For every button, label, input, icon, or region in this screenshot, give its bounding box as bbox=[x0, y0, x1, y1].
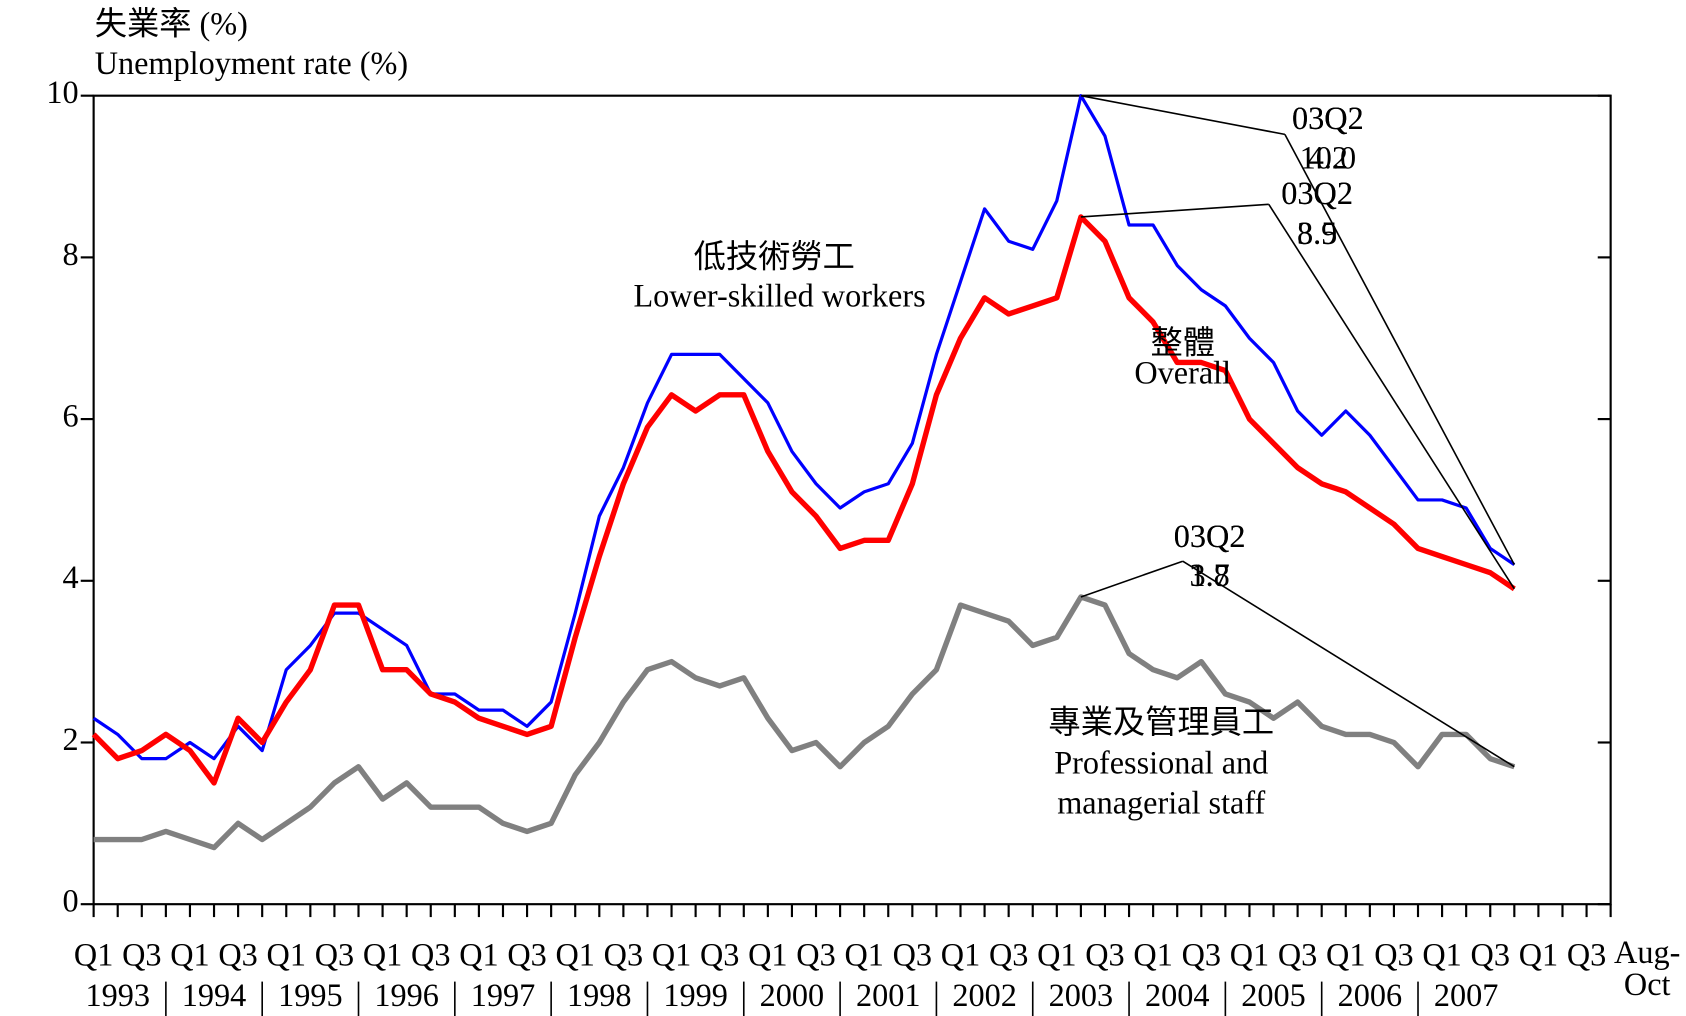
y-tick-label: 8 bbox=[62, 236, 78, 272]
series-name-zh: 整體 bbox=[1150, 325, 1215, 361]
x-tick-label: Q3 bbox=[218, 936, 257, 972]
x-tick-label: Q1 bbox=[170, 936, 209, 972]
x-tick-label: Q1 bbox=[74, 936, 113, 972]
value-label: 3.9 bbox=[1297, 215, 1337, 251]
series-name-zh: 專業及管理員工 bbox=[1048, 704, 1274, 740]
series-name: Professional and managerial staff bbox=[1054, 745, 1268, 821]
x-tick-label-line: Oct bbox=[1624, 966, 1671, 1002]
x-tick-label: Q3 bbox=[989, 936, 1028, 972]
y-tick-label: 10 bbox=[46, 74, 78, 110]
x-tick-label: Q3 bbox=[122, 936, 161, 972]
y-tick-label: 6 bbox=[62, 397, 78, 433]
x-tick-label: Q1 bbox=[748, 936, 787, 972]
year-label: 2006 bbox=[1338, 977, 1403, 1013]
x-tick-label: Q3 bbox=[604, 936, 643, 972]
x-tick-label: Q1 bbox=[844, 936, 883, 972]
y-tick-label: 2 bbox=[62, 721, 78, 757]
x-tick-label-line: Aug- bbox=[1614, 934, 1680, 970]
year-label: 1995 bbox=[278, 977, 343, 1013]
x-tick-label: Q1 bbox=[652, 936, 691, 972]
year-label: 1998 bbox=[567, 977, 632, 1013]
x-tick-label: Q3 bbox=[507, 936, 546, 972]
x-tick-label: Q1 bbox=[267, 936, 306, 972]
x-tick-label: Q1 bbox=[363, 936, 402, 972]
year-label: 1997 bbox=[471, 977, 536, 1013]
year-label: 2001 bbox=[856, 977, 921, 1013]
plot-frame bbox=[92, 94, 1612, 906]
callout-label: 03Q2 bbox=[1281, 175, 1353, 211]
x-tick-label: Aug-Oct bbox=[1614, 934, 1680, 1002]
x-tick-label: Q1 bbox=[556, 936, 595, 972]
year-label: 2007 bbox=[1434, 977, 1499, 1013]
value-label: 1.7 bbox=[1189, 557, 1229, 593]
x-tick-label: Q1 bbox=[941, 936, 980, 972]
x-tick-label: Q3 bbox=[1278, 936, 1317, 972]
callout-line bbox=[1080, 203, 1269, 218]
value-label: 8.5 bbox=[1297, 215, 1337, 251]
year-label: 2004 bbox=[1145, 977, 1210, 1013]
callout-line bbox=[1080, 560, 1184, 598]
year-label: 2002 bbox=[952, 977, 1017, 1013]
year-label: 1996 bbox=[374, 977, 439, 1013]
year-label: 2003 bbox=[1049, 977, 1114, 1013]
y-tick-label: 4 bbox=[62, 559, 78, 595]
x-tick-label: Q1 bbox=[1230, 936, 1269, 972]
series-name-line: Professional and bbox=[1054, 745, 1268, 781]
x-tick-label: Q1 bbox=[1326, 936, 1365, 972]
x-tick-label: Q1 bbox=[1133, 936, 1172, 972]
y-axis-title: 失業率 (%) bbox=[95, 5, 248, 41]
callout-line bbox=[1284, 134, 1516, 565]
y-tick-label: 0 bbox=[62, 883, 78, 919]
x-tick-label: Q3 bbox=[893, 936, 932, 972]
callout-label: 03Q2 bbox=[1174, 518, 1246, 554]
series-line bbox=[91, 214, 1516, 786]
series-name: Lower-skilled workers bbox=[633, 277, 925, 313]
x-tick-label: Q3 bbox=[411, 936, 450, 972]
x-tick-label: Q3 bbox=[1374, 936, 1413, 972]
y-axis-title: Unemployment rate (%) bbox=[95, 45, 408, 81]
callout-label: 03Q2 bbox=[1281, 175, 1353, 211]
callout-line bbox=[1182, 560, 1515, 768]
year-label: 2000 bbox=[760, 977, 825, 1013]
value-label: 4.2 bbox=[1308, 140, 1348, 176]
series-name-zh: 低技術勞工 bbox=[694, 239, 855, 275]
x-tick-label: Q3 bbox=[1567, 936, 1606, 972]
year-label: 2005 bbox=[1241, 977, 1306, 1013]
year-label: 1994 bbox=[182, 977, 246, 1013]
value-label: 10.0 bbox=[1300, 140, 1356, 176]
x-tick-label: Q1 bbox=[1037, 936, 1076, 972]
x-tick-label: Q3 bbox=[315, 936, 354, 972]
callout-label: 03Q2 bbox=[1292, 100, 1364, 136]
series-line bbox=[93, 594, 1516, 851]
year-label: 1999 bbox=[663, 977, 728, 1013]
callout-label: 03Q2 bbox=[1292, 100, 1364, 136]
callout-label: 03Q2 bbox=[1174, 518, 1246, 554]
year-label: 1993 bbox=[85, 977, 150, 1013]
series-name-line: managerial staff bbox=[1057, 785, 1265, 821]
x-tick-label: Q3 bbox=[700, 936, 739, 972]
callout-line bbox=[1080, 94, 1286, 136]
x-tick-label: Q1 bbox=[459, 936, 498, 972]
x-tick-label: Q3 bbox=[796, 936, 835, 972]
x-tick-label: Q3 bbox=[1471, 936, 1510, 972]
x-tick-label: Q3 bbox=[1182, 936, 1221, 972]
x-tick-label: Q1 bbox=[1422, 936, 1461, 972]
x-tick-label: Q3 bbox=[1085, 936, 1124, 972]
series-name: Overall bbox=[1134, 355, 1231, 391]
x-tick-label: Q1 bbox=[1519, 936, 1558, 972]
callout-line bbox=[1268, 203, 1516, 590]
